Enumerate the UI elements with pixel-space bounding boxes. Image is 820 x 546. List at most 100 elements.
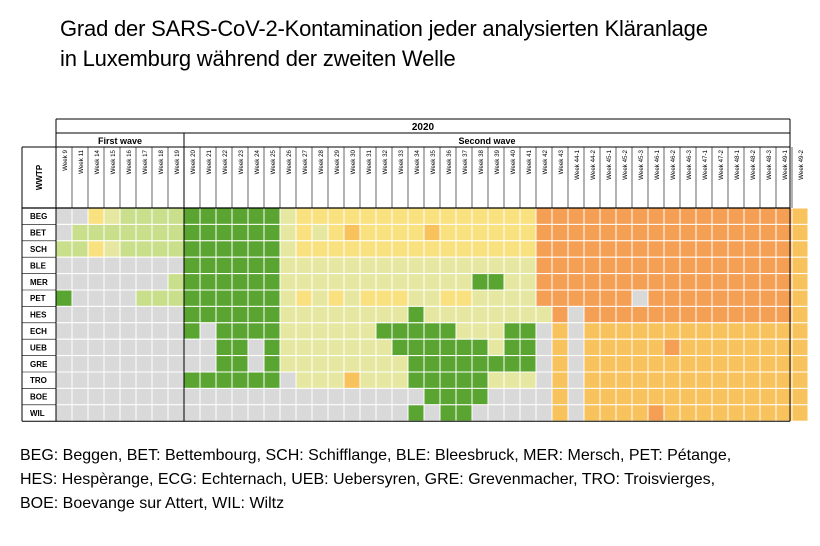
heatmap-cell-bet-38 (647, 223, 665, 242)
heatmap-cell-mer-11 (215, 273, 233, 291)
heatmap-cell-boe-39 (663, 387, 681, 406)
heatmap-cell-pet-30 (519, 289, 537, 307)
heatmap-cell-beg-12 (231, 207, 249, 225)
heatmap-cell-boe-31 (535, 387, 553, 406)
heatmap-cell-beg-30 (519, 207, 537, 225)
heatmap-cell-gre-13 (247, 355, 265, 373)
heatmap-cell-pet-19 (343, 289, 361, 307)
heatmap-cell-sch-12 (231, 240, 249, 258)
row-label-bet: BET (30, 229, 46, 238)
heatmap-cell-pet-11 (215, 289, 233, 307)
heatmap-cell-ble-26 (455, 256, 473, 275)
heatmap-cell-tro-35 (599, 371, 617, 389)
column-label-7: Week 18 (158, 149, 165, 174)
heatmap-cell-boe-21 (375, 387, 393, 406)
heatmap-cell-ble-8 (167, 256, 185, 275)
heatmap-cell-gre-17 (311, 355, 329, 373)
heatmap-cell-pet-16 (295, 289, 313, 307)
heatmap-cell-tro-44 (743, 371, 761, 389)
column-label-10: Week 21 (206, 149, 213, 174)
heatmap-cell-ueb-16 (295, 338, 313, 357)
heatmap-cell-ble-24 (423, 256, 441, 275)
heatmap-cell-bet-8 (167, 223, 185, 242)
heatmap-cell-ech-26 (455, 322, 473, 340)
heatmap-cell-ech-44 (743, 322, 761, 340)
heatmap-cell-wil-5 (119, 404, 137, 422)
heatmap-cell-boe-45 (759, 387, 777, 406)
heatmap-cell-gre-25 (439, 355, 457, 373)
heatmap-cell-mer-30 (519, 273, 537, 291)
column-label-24: Week 35 (430, 149, 437, 174)
heatmap-cell-gre-2 (71, 355, 89, 373)
heatmap-cell-sch-29 (503, 240, 521, 258)
heatmap-cell-pet-21 (375, 289, 393, 307)
column-label-20: Week 31 (366, 149, 373, 174)
heatmap-cell-ech-29 (503, 322, 521, 340)
heatmap-cell-wil-4 (103, 404, 121, 422)
heatmap-cell-tro-7 (151, 371, 169, 389)
heatmap-cell-sch-11 (215, 240, 233, 258)
row-label-ble: BLE (30, 261, 47, 270)
heatmap-cell-ueb-12 (231, 338, 249, 357)
heatmap-cell-ech-35 (599, 322, 617, 340)
heatmap-cell-ech-28 (487, 322, 505, 340)
heatmap-cell-boe-15 (279, 387, 297, 406)
column-label-16: Week 27 (302, 149, 309, 174)
heatmap-cell-hes-26 (455, 305, 473, 324)
column-label-38: Week 46-1 (654, 149, 661, 179)
heatmap-cell-boe-11 (215, 387, 233, 406)
heatmap-cell-bet-18 (327, 223, 345, 242)
heatmap-cell-boe-23 (407, 387, 425, 406)
heatmap-cell-hes-35 (599, 305, 617, 324)
heatmap-cell-tro-22 (391, 371, 409, 389)
heatmap-cell-tro-31 (535, 371, 553, 389)
heatmap-cell-tro-1 (55, 371, 73, 389)
heatmap-cell-ble-15 (279, 256, 297, 275)
heatmap-cell-ble-34 (583, 256, 601, 275)
heatmap-cell-ueb-27 (471, 338, 489, 357)
heatmap-cell-gre-42 (711, 355, 729, 373)
heatmap-cell-pet-28 (487, 289, 505, 307)
heatmap-cell-pet-35 (599, 289, 617, 307)
heatmap-cell-ueb-35 (599, 338, 617, 357)
heatmap-cell-hes-27 (471, 305, 489, 324)
heatmap-cell-sch-35 (599, 240, 617, 258)
wave-label-2: Second wave (458, 136, 515, 146)
heatmap-cell-gre-3 (87, 355, 105, 373)
column-label-46: Week 49-1 (782, 149, 789, 179)
heatmap-cell-ueb-11 (215, 338, 233, 357)
heatmap-cell-gre-47 (791, 355, 809, 373)
heatmap-cell-mer-16 (295, 273, 313, 291)
heatmap-cell-ech-39 (663, 322, 681, 340)
row-label-tro: TRO (30, 376, 47, 385)
heatmap-cell-mer-43 (727, 273, 745, 291)
heatmap-cell-gre-28 (487, 355, 505, 373)
heatmap-cell-wil-47 (791, 404, 809, 422)
heatmap-cell-wil-13 (247, 404, 265, 422)
column-label-5: Week 16 (126, 149, 133, 174)
heatmap-cell-wil-27 (471, 404, 489, 422)
heatmap-cell-pet-17 (311, 289, 329, 307)
wave-label-1: First wave (98, 136, 142, 146)
heatmap-cell-bet-33 (567, 223, 585, 242)
heatmap-cell-mer-3 (87, 273, 105, 291)
heatmap-cell-mer-44 (743, 273, 761, 291)
heatmap-cell-beg-24 (423, 207, 441, 225)
heatmap-cell-boe-43 (727, 387, 745, 406)
heatmap-cell-wil-9 (183, 404, 201, 422)
heatmap-cell-sch-14 (263, 240, 281, 258)
heatmap-cell-pet-39 (663, 289, 681, 307)
heatmap-cell-pet-29 (503, 289, 521, 307)
heatmap-cell-wil-16 (295, 404, 313, 422)
heatmap-cell-gre-41 (695, 355, 713, 373)
heatmap-cell-ech-27 (471, 322, 489, 340)
heatmap-cell-wil-2 (71, 404, 89, 422)
heatmap-cell-wil-30 (519, 404, 537, 422)
heatmap-cell-hes-44 (743, 305, 761, 324)
heatmap-cell-mer-25 (439, 273, 457, 291)
heatmap-cell-boe-22 (391, 387, 409, 406)
heatmap-cell-ueb-33 (567, 338, 585, 357)
heatmap-cell-beg-6 (135, 207, 153, 225)
heatmap-cell-ech-42 (711, 322, 729, 340)
heatmap-cell-sch-17 (311, 240, 329, 258)
